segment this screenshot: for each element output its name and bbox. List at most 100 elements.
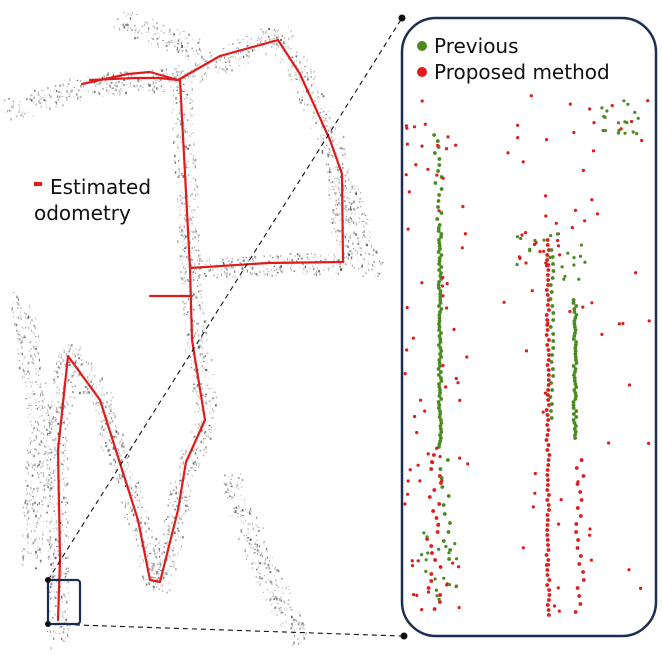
- map-point: [126, 71, 128, 74]
- map-point: [246, 40, 248, 43]
- map-point: [336, 269, 338, 271]
- map-point: [282, 592, 284, 594]
- scan-point: [437, 157, 442, 161]
- map-point: [149, 543, 151, 545]
- map-point: [176, 122, 179, 126]
- map-point: [31, 507, 34, 509]
- map-point: [344, 192, 346, 194]
- map-point: [13, 315, 14, 318]
- map-point: [135, 14, 138, 15]
- scan-point: [435, 530, 440, 534]
- map-point: [44, 445, 46, 447]
- map-point: [54, 538, 57, 541]
- map-point: [97, 390, 99, 393]
- map-point: [41, 415, 43, 417]
- map-point: [57, 98, 60, 102]
- map-point: [113, 459, 116, 462]
- map-point: [54, 549, 55, 551]
- map-point: [344, 257, 345, 259]
- map-point: [29, 381, 32, 383]
- map-point: [293, 270, 296, 273]
- map-point: [129, 511, 131, 514]
- map-point: [21, 352, 23, 356]
- map-point: [34, 538, 36, 542]
- map-point: [117, 479, 119, 482]
- map-point: [186, 496, 188, 498]
- map-point: [304, 104, 305, 106]
- map-point: [136, 499, 138, 501]
- map-point: [145, 554, 148, 555]
- map-point: [16, 327, 17, 329]
- map-point: [182, 241, 184, 243]
- map-point: [53, 91, 55, 93]
- scan-point: [441, 503, 446, 507]
- map-point: [107, 90, 109, 91]
- scan-point: [574, 358, 578, 362]
- map-point: [49, 448, 52, 451]
- map-point: [194, 294, 197, 297]
- map-point: [351, 252, 353, 255]
- map-point: [51, 575, 52, 578]
- map-point: [153, 588, 155, 591]
- map-point: [38, 506, 40, 510]
- map-point: [231, 260, 233, 263]
- map-point: [198, 441, 201, 443]
- map-point: [172, 87, 174, 89]
- scan-point: [546, 303, 550, 307]
- map-point: [271, 38, 273, 41]
- scan-point: [437, 280, 441, 284]
- map-point: [254, 542, 257, 545]
- scan-point: [581, 578, 586, 582]
- scan-point: [439, 370, 443, 374]
- map-point: [54, 577, 56, 579]
- scan-point: [572, 412, 576, 416]
- map-point: [189, 345, 192, 347]
- map-point: [334, 177, 336, 180]
- map-point: [252, 527, 254, 530]
- map-point: [191, 222, 193, 225]
- scan-point: [433, 558, 437, 562]
- scan-point: [557, 609, 561, 613]
- map-point: [124, 464, 125, 467]
- point-cloud-map: [3, 12, 384, 650]
- map-point: [38, 481, 41, 483]
- map-point: [330, 132, 331, 136]
- map-point: [200, 260, 203, 262]
- map-point: [26, 491, 29, 494]
- map-point: [249, 512, 251, 515]
- map-point: [64, 363, 67, 366]
- map-point: [296, 619, 297, 622]
- map-point: [42, 102, 44, 104]
- map-point: [140, 509, 141, 511]
- map-point: [67, 379, 69, 382]
- scan-point: [627, 383, 632, 387]
- map-point: [296, 259, 297, 261]
- map-point: [127, 71, 129, 75]
- map-point: [180, 123, 182, 126]
- map-point: [47, 410, 49, 413]
- map-point: [176, 135, 179, 139]
- map-point: [190, 170, 192, 172]
- map-point: [147, 542, 148, 546]
- map-point: [222, 67, 224, 71]
- map-point: [76, 97, 78, 100]
- map-point: [366, 234, 368, 235]
- map-point: [164, 567, 165, 571]
- map-point: [37, 471, 38, 473]
- map-point: [351, 187, 354, 190]
- map-point: [267, 273, 269, 276]
- map-point: [193, 322, 195, 325]
- map-point: [192, 389, 194, 393]
- odometry-legend: Estimated odometry: [34, 174, 151, 226]
- scan-point: [412, 125, 417, 129]
- map-point: [118, 481, 120, 484]
- map-point: [290, 79, 292, 81]
- map-point: [49, 489, 52, 492]
- map-point: [178, 515, 180, 517]
- map-point: [77, 374, 79, 377]
- map-point: [94, 397, 96, 400]
- map-point: [37, 93, 40, 97]
- scan-point: [518, 256, 522, 260]
- scan-point: [545, 448, 550, 452]
- map-point: [294, 619, 296, 621]
